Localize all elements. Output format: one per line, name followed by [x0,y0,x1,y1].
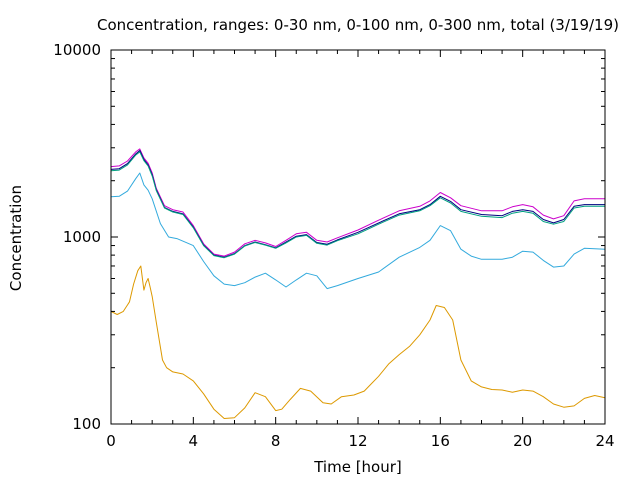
x-tick-label: 12 [348,432,367,450]
series-line-4 [110,172,606,290]
series-line-3 [110,151,605,259]
x-tick-label: 8 [271,432,281,450]
series-line-2 [110,150,605,258]
plot-frame [110,49,606,425]
x-tick-label: 4 [189,432,199,450]
chart-title: Concentration, ranges: 0-30 nm, 0-100 nm… [97,16,619,34]
x-tick-label: 16 [431,432,450,450]
plot-series [110,148,606,419]
y-tick-label: 1000 [63,228,101,246]
x-tick-label: 20 [513,432,532,450]
y-tick-label: 100 [72,415,101,433]
x-tick-label: 0 [106,432,116,450]
y-tick-label: 10000 [53,41,101,59]
axes-ticks [110,49,606,425]
series-line-1 [110,148,605,257]
y-axis-label: Concentration [7,185,25,291]
series-line-5 [110,265,606,419]
x-tick-label: 24 [595,432,614,450]
x-axis-label: Time [hour] [313,458,402,476]
tick-labels: 0 4 8 12 16 20 24 100 1000 10000 [53,41,614,450]
